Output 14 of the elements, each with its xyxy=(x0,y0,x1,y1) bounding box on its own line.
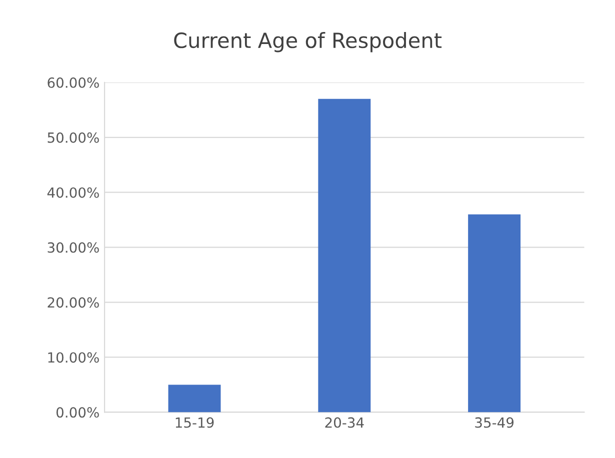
y-tick-label: 50.00% xyxy=(48,132,99,143)
y-tick-label: 30.00% xyxy=(48,242,99,253)
x-tick-label: 20-34 xyxy=(325,417,364,428)
bar xyxy=(168,384,221,412)
bar xyxy=(468,214,521,412)
y-tick-label: 40.00% xyxy=(47,187,99,198)
x-tick-label: 35-49 xyxy=(475,417,514,428)
y-tick-label: 20.00% xyxy=(48,297,99,308)
y-tick-label: 10.00% xyxy=(48,352,99,363)
chart-title: Current Age of Respodent xyxy=(174,32,442,52)
bar xyxy=(318,98,371,412)
y-tick-label: 60.00% xyxy=(48,77,99,88)
y-tick-label: 0.00% xyxy=(56,407,99,418)
x-tick-label: 15-19 xyxy=(176,417,214,428)
